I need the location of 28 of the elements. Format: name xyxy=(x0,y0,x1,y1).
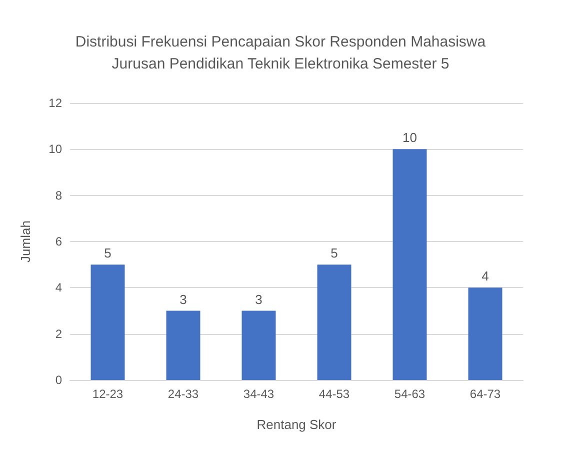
bar xyxy=(468,288,502,380)
y-tick-label: 8 xyxy=(55,188,62,202)
x-tick-label: 64-73 xyxy=(470,387,501,401)
x-tick-label: 24-33 xyxy=(168,387,199,401)
data-label: 10 xyxy=(402,130,417,146)
x-axis-title: Rentang Skor xyxy=(256,417,337,432)
y-tick-label: 10 xyxy=(48,142,62,156)
bar xyxy=(242,310,276,380)
y-tick-label: 0 xyxy=(55,373,62,387)
data-label: 5 xyxy=(104,246,112,261)
bar xyxy=(392,149,427,380)
bar xyxy=(90,264,125,380)
x-tick-label: 44-53 xyxy=(318,387,350,401)
data-label: 3 xyxy=(180,292,187,307)
y-tick-label: 12 xyxy=(48,96,62,110)
bar xyxy=(166,310,200,380)
data-label: 3 xyxy=(255,292,262,307)
bar xyxy=(317,264,352,380)
x-tick-label: 54-63 xyxy=(394,387,426,401)
data-label: 5 xyxy=(330,246,338,261)
data-label: 4 xyxy=(482,268,489,284)
y-tick-label: 6 xyxy=(55,234,62,248)
chart-title: Distribusi Frekuensi Pencapaian Skor Responden Mahasiswa Jurusan Pendidikan Teknik Elektronika Semester 5 xyxy=(75,34,486,72)
x-tick-label: 12-23 xyxy=(92,387,124,401)
y-tick-label: 2 xyxy=(55,326,62,341)
x-tick-label: 34-43 xyxy=(243,387,274,401)
y-axis-title: Jumlah xyxy=(18,220,33,262)
y-tick-label: 4 xyxy=(55,280,62,295)
